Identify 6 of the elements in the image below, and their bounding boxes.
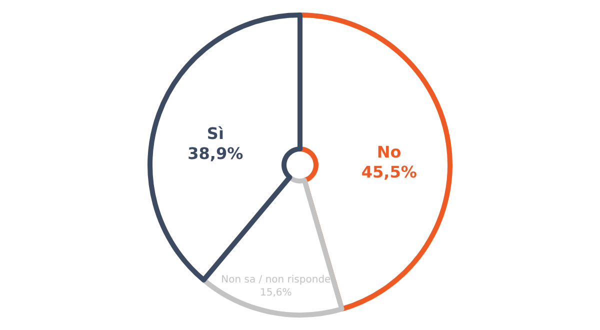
data-label: 38,9% [188, 144, 244, 164]
slice-label: Non sa / non risponde [221, 274, 331, 286]
slice-label: Sì [206, 124, 224, 144]
data-label: 15,6% [260, 287, 292, 298]
slice-label: No [376, 142, 402, 162]
data-label: 45,5% [361, 162, 417, 182]
